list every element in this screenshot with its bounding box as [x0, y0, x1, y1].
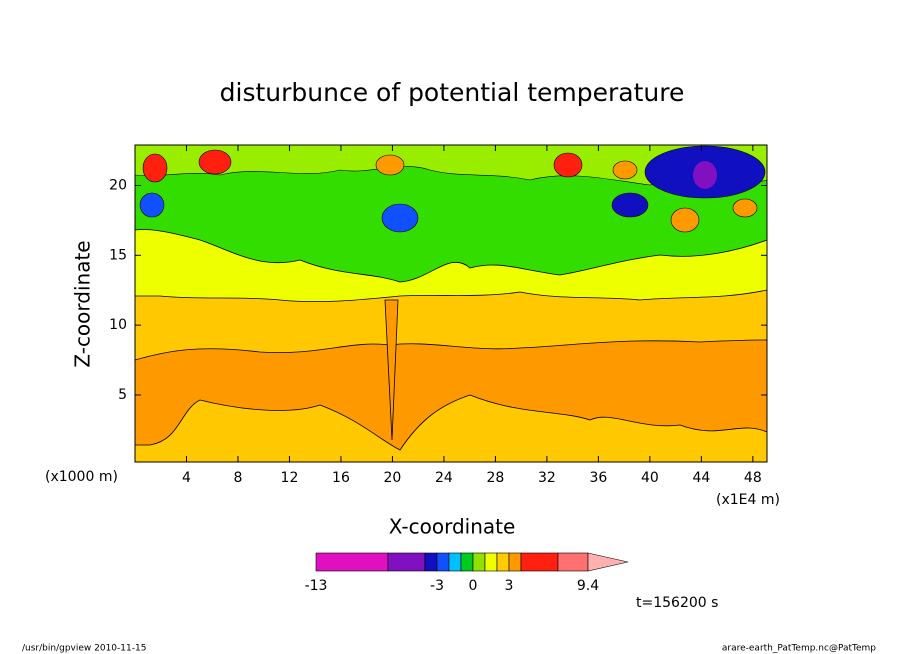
colorbar-segment: [520, 552, 559, 572]
y-axis-label: Z-coordinate: [71, 240, 95, 367]
colorbar-segment: [424, 552, 438, 572]
x-axis-label: X-coordinate: [389, 515, 516, 539]
colorbar-tick-label: -3: [430, 578, 444, 594]
colorbar-tick-label: -13: [305, 578, 328, 594]
time-label: t=156200 s: [636, 595, 718, 611]
colorbar-segment: [460, 552, 474, 572]
footer: arare-earth_PatTemp.nc@PatTemp: [722, 644, 876, 654]
colorbar-segment: [496, 552, 510, 572]
x-tick-label: 28: [486, 470, 504, 486]
x-tick-label: 8: [234, 470, 243, 486]
contour-field: [134, 144, 768, 463]
colorbar-tick-label: 0: [469, 578, 478, 594]
x-tick-label: 16: [332, 470, 350, 486]
colorbar-segment: [508, 552, 522, 572]
colorbar-segment: [448, 552, 462, 572]
x-tick-label: 24: [435, 470, 453, 486]
y-tick-label: 5: [118, 387, 127, 403]
x-tick-label: 20: [384, 470, 402, 486]
x-tick-label: 12: [281, 470, 299, 486]
x-tick-label: 36: [589, 470, 607, 486]
x-tick-label: 4: [182, 470, 191, 486]
colorbar-segment: [472, 552, 486, 572]
y-tick-label: 10: [109, 317, 127, 333]
colorbar-tick-label: 3: [505, 578, 514, 594]
y-tick-label: 20: [109, 177, 127, 193]
colorbar-segment: [557, 552, 589, 572]
x-tick-label: 40: [641, 470, 659, 486]
x-tick-label: 48: [744, 470, 762, 486]
x-unit: (x1E4 m): [716, 492, 780, 508]
x-unit: (x1000 m): [45, 469, 118, 485]
colorbar-segment: [484, 552, 498, 572]
colorbar-segment: [436, 552, 450, 572]
colorbar-segment: [387, 552, 426, 572]
x-tick-label: 44: [692, 470, 710, 486]
y-tick-label: 15: [109, 247, 127, 263]
footer: /usr/bin/gpview 2010-11-15: [22, 644, 146, 654]
x-tick-label: 32: [538, 470, 556, 486]
chart-title: disturbunce of potential temperature: [220, 78, 685, 107]
colorbar-extension: [587, 552, 629, 572]
colorbar-tick-label: 9.4: [577, 578, 599, 594]
colorbar-segment: [315, 552, 389, 572]
